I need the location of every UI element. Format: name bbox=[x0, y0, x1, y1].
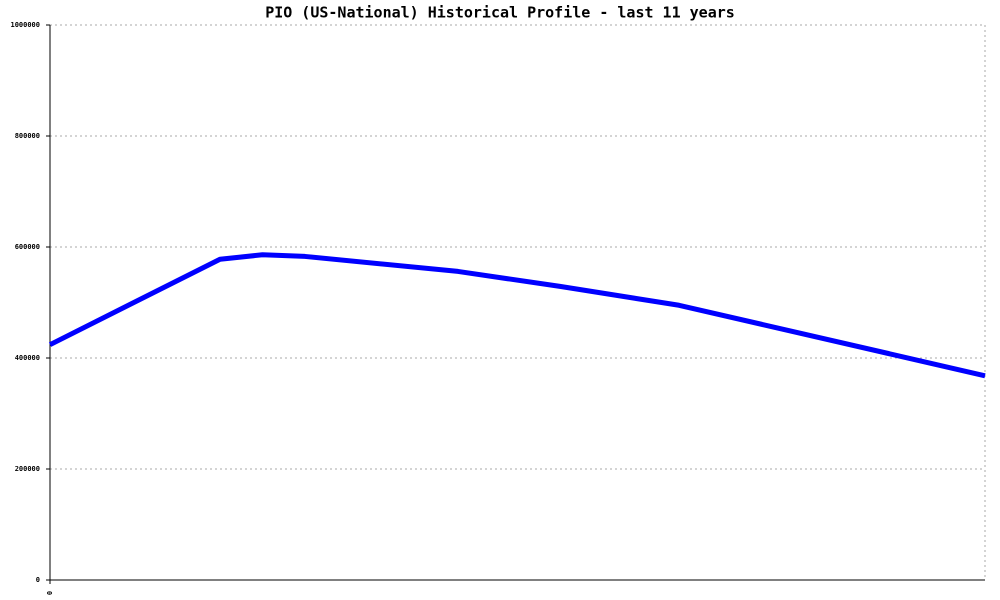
chart-title: PIO (US-National) Historical Profile - l… bbox=[265, 4, 735, 22]
y-tick-label: 200000 bbox=[15, 465, 40, 473]
y-tick-label: 400000 bbox=[15, 354, 40, 362]
y-tick-label: 0 bbox=[36, 576, 40, 584]
y-tick-label: 600000 bbox=[15, 243, 40, 251]
data-line bbox=[48, 252, 986, 379]
y-tick-label: 1000000 bbox=[10, 21, 40, 29]
x-tick-label: 0 bbox=[46, 591, 54, 595]
y-tick-label: 800000 bbox=[15, 132, 40, 140]
